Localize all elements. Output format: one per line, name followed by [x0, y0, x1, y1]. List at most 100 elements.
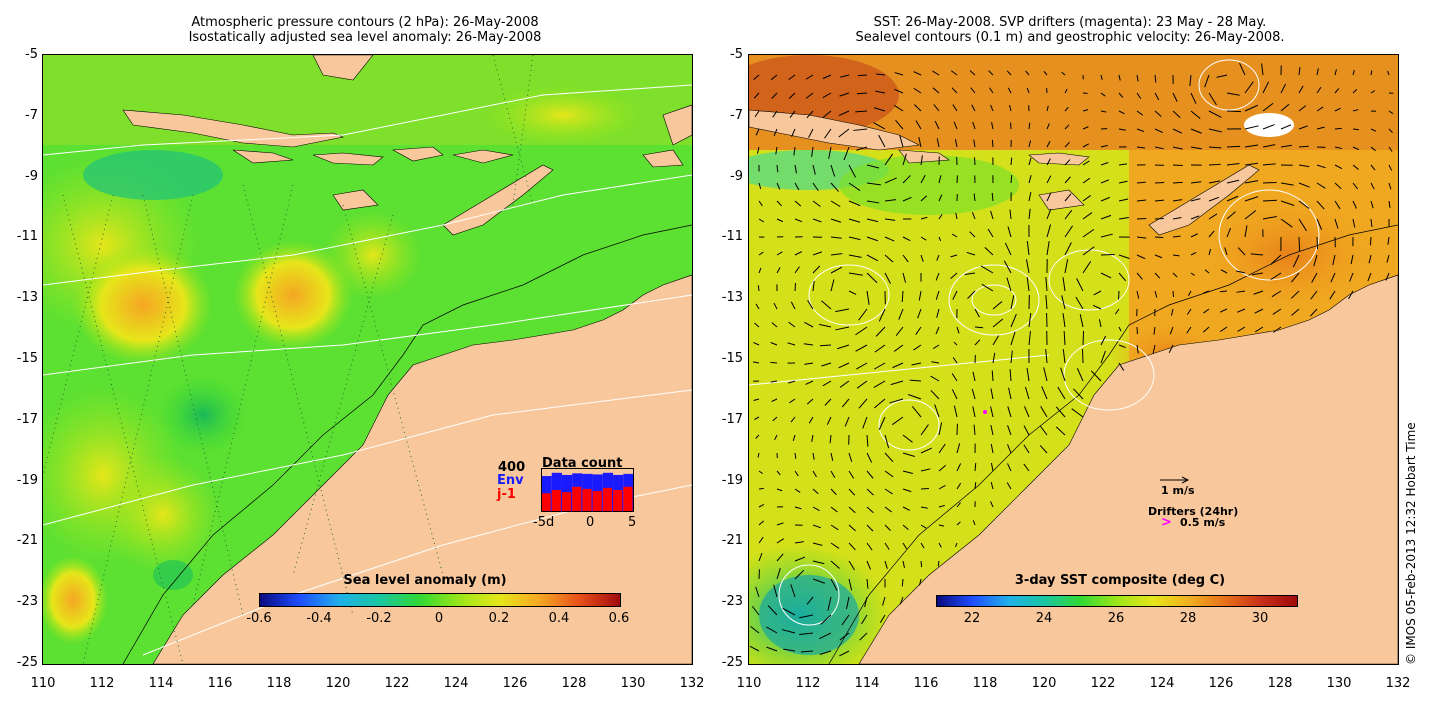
velocity-arrow	[789, 110, 796, 119]
velocity-arrow	[1040, 406, 1048, 418]
velocity-arrow	[1313, 254, 1318, 267]
velocity-arrow	[882, 596, 886, 606]
velocity-arrow	[1172, 128, 1183, 134]
velocity-arrow	[875, 90, 886, 94]
velocity-arrow	[1316, 86, 1322, 94]
right-title: SST: 26-May-2008. SVP drifters (magenta)…	[745, 15, 1395, 45]
left-title-line1: Atmospheric pressure contours (2 hPa): 2…	[191, 15, 539, 30]
velocity-arrow	[866, 164, 880, 169]
velocity-arrow	[841, 398, 850, 408]
velocity-arrow	[1023, 425, 1030, 436]
velocity-arrow	[1298, 182, 1310, 188]
velocity-arrow	[884, 470, 894, 478]
velocity-arrow	[1262, 81, 1270, 94]
right-title-line2: Sealevel contours (0.1 m) and geostrophi…	[855, 30, 1285, 45]
right-colorbar-label: 3-day SST composite (deg C)	[1014, 573, 1226, 588]
velocity-arrow	[1187, 290, 1192, 297]
velocity-arrow	[1208, 146, 1222, 149]
velocity-arrow	[1330, 272, 1336, 283]
j1-count-bar	[592, 491, 602, 512]
velocity-arrow	[1203, 290, 1210, 294]
velocity-arrow	[1262, 144, 1276, 148]
velocity-arrow	[992, 335, 1000, 346]
velocity-arrow	[1061, 71, 1066, 76]
velocity-arrow	[1007, 425, 1012, 436]
velocity-arrow	[794, 266, 800, 274]
velocity-arrow	[794, 470, 799, 477]
velocity-arrow	[1028, 122, 1031, 130]
velocity-arrow	[884, 452, 894, 463]
velocity-arrow	[1334, 127, 1342, 130]
velocity-arrow	[1292, 254, 1300, 268]
velocity-arrow	[776, 553, 784, 562]
velocity-arrow	[1190, 146, 1202, 150]
velocity-arrow	[819, 632, 832, 640]
velocity-arrow	[776, 182, 781, 190]
velocity-arrow	[972, 406, 976, 418]
velocity-arrow	[1368, 254, 1372, 264]
velocity-arrow	[830, 182, 840, 192]
velocity-arrow	[790, 301, 796, 310]
velocity-arrow	[1118, 217, 1129, 220]
velocity-arrow	[889, 398, 904, 404]
velocity-arrow	[902, 196, 912, 202]
velocity-arrow	[878, 134, 886, 148]
velocity-arrow	[1352, 89, 1358, 94]
velocity-arrow	[1262, 163, 1276, 166]
velocity-arrow	[848, 452, 853, 462]
velocity-arrow	[1244, 225, 1248, 238]
velocity-arrow	[990, 104, 994, 112]
velocity-arrow	[755, 586, 760, 598]
velocity-arrow	[936, 138, 940, 148]
velocity-arrow	[1007, 463, 1012, 472]
velocity-arrow	[911, 406, 922, 418]
velocity-arrow	[1028, 192, 1032, 202]
velocity-arrow	[1043, 70, 1048, 76]
velocity-arrow	[1082, 212, 1093, 220]
velocity-arrow	[935, 326, 940, 335]
velocity-arrow	[792, 434, 796, 441]
velocity-arrow	[1118, 344, 1126, 349]
velocity-arrow	[1352, 182, 1359, 190]
x-tick-label: 114	[148, 676, 174, 691]
velocity-arrow	[788, 92, 796, 99]
velocity-arrow	[898, 308, 904, 320]
velocity-arrow	[1082, 330, 1085, 346]
velocity-arrow	[1041, 386, 1048, 400]
velocity-arrow	[1298, 105, 1307, 112]
velocity-arrow	[1100, 272, 1112, 279]
velocity-arrow	[866, 452, 873, 463]
velocity-arrow	[864, 596, 868, 608]
velocity-arrow	[1385, 272, 1390, 281]
left-map-frame	[42, 54, 693, 665]
velocity-arrow	[884, 236, 895, 242]
velocity-arrow	[839, 92, 850, 97]
velocity-arrow	[830, 560, 840, 569]
velocity-arrow	[884, 524, 891, 531]
velocity-arrow	[1316, 126, 1325, 130]
velocity-arrow	[804, 362, 814, 365]
velocity-arrow	[812, 560, 825, 565]
velocity-arrow	[866, 218, 879, 223]
velocity-arrow	[1239, 62, 1246, 76]
velocity-arrow	[1118, 198, 1129, 202]
colorbar-tick-label: -0.2	[366, 611, 392, 626]
velocity-arrow	[772, 416, 778, 422]
velocity-arrow	[1219, 290, 1228, 293]
velocity-arrow	[1262, 124, 1275, 130]
velocity-arrow	[1388, 164, 1393, 171]
velocity-arrow	[830, 218, 842, 223]
velocity-arrow	[755, 128, 760, 136]
velocity-arrow	[1154, 92, 1160, 101]
velocity-arrow	[866, 560, 871, 570]
velocity-arrow	[812, 218, 822, 223]
velocity-arrow	[952, 290, 958, 300]
velocity-arrow	[973, 139, 976, 148]
velocity-arrow	[874, 107, 886, 112]
velocity-arrow	[775, 146, 778, 155]
velocity-arrow	[776, 218, 784, 223]
velocity-arrow	[794, 182, 800, 191]
velocity-arrow	[1244, 196, 1259, 202]
velocity-arrow	[835, 326, 850, 331]
colorbar-tick-label: 0.6	[608, 611, 630, 626]
